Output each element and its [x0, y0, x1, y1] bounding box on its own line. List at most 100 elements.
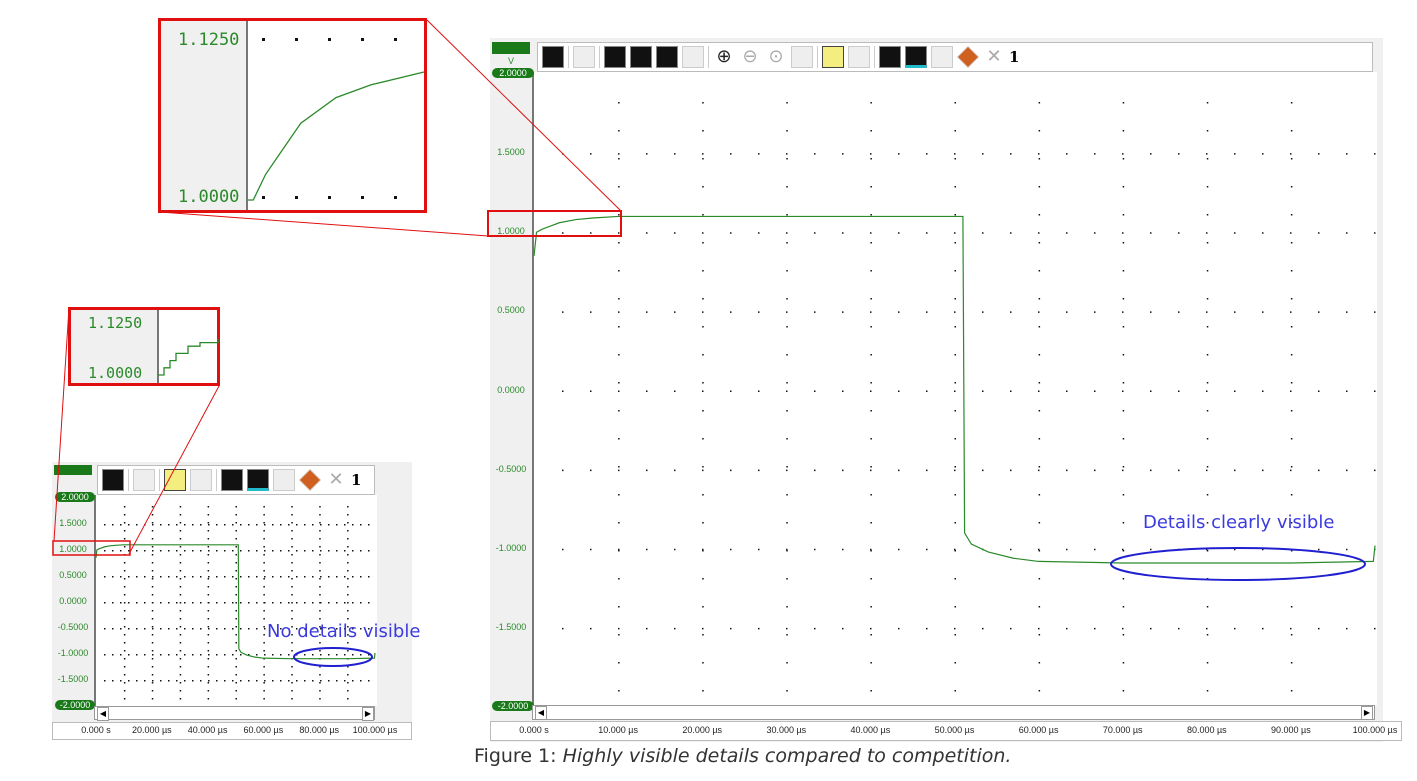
main-grid-dot	[590, 153, 592, 155]
inset-grid-dot	[394, 196, 397, 199]
zoom-in-icon[interactable]: ⊕	[716, 46, 732, 67]
small-grid-dot	[123, 666, 126, 668]
trigger-icon[interactable]	[102, 469, 124, 491]
main-grid-dot	[786, 298, 788, 300]
main-grid-dot	[870, 232, 872, 234]
small-scroll-left-arrow[interactable]: ◀	[97, 707, 109, 721]
hide-eye-icon[interactable]	[791, 46, 813, 68]
small-horizontal-scrollbar[interactable]	[94, 706, 375, 720]
resize-icon[interactable]	[273, 469, 295, 491]
small-grid-dot	[208, 550, 210, 552]
small-grid-dot	[280, 576, 282, 578]
horizontal-scrollbar[interactable]	[532, 705, 1375, 720]
channel-layout-icon[interactable]	[133, 469, 155, 491]
small-grid-dot	[235, 514, 237, 516]
small-grid-dot	[235, 506, 237, 508]
main-grid-dot	[786, 522, 788, 524]
small-toolbar: ✕ 1	[97, 465, 375, 495]
small-grid-dot	[347, 634, 349, 636]
note-icon[interactable]	[164, 469, 186, 491]
main-grid-dot	[618, 634, 620, 636]
small-grid-dot	[151, 634, 154, 636]
amplitude-icon[interactable]	[656, 46, 678, 68]
disabled-link-icon[interactable]	[190, 469, 212, 491]
main-grid-dot	[1122, 550, 1125, 552]
small-grid-dot	[272, 654, 274, 656]
small-grid-dot	[304, 680, 306, 682]
small-grid-dot	[280, 654, 282, 656]
small-grid-dot	[352, 550, 354, 552]
disabled-grid-icon[interactable]	[682, 46, 704, 68]
note-icon[interactable]	[822, 46, 844, 68]
small-grid-dot	[240, 602, 242, 604]
small-grid-dot	[176, 602, 178, 604]
small-grid-dot	[319, 602, 321, 604]
waveform-icon[interactable]	[905, 46, 927, 68]
small-grid-dot	[144, 628, 146, 630]
small-grid-dot	[336, 628, 338, 630]
scroll-left-arrow[interactable]: ◀	[535, 706, 547, 720]
trigger-icon[interactable]	[542, 46, 564, 68]
small-grid-dot	[136, 524, 138, 526]
small-scroll-right-arrow[interactable]: ▶	[362, 707, 374, 721]
main-y-tick-label: -1.0000	[495, 542, 527, 553]
small-grid-dot	[104, 550, 106, 552]
small-grid-dot	[179, 698, 182, 700]
rise-measure-icon[interactable]	[630, 46, 652, 68]
main-y-tick-label: -0.5000	[495, 463, 527, 474]
small-grid-dot	[320, 576, 322, 578]
close-icon[interactable]: ✕	[986, 46, 1002, 67]
main-highlight-box	[487, 210, 622, 237]
main-grid-dot	[1094, 390, 1096, 392]
resize-icon[interactable]	[931, 46, 953, 68]
close-icon[interactable]: ✕	[328, 469, 344, 490]
main-grid-dot	[786, 466, 788, 468]
main-grid-dot	[1374, 390, 1376, 392]
small-grid-dot	[207, 634, 210, 636]
channel-layout-icon[interactable]	[573, 46, 595, 68]
waveform-icon[interactable]	[247, 469, 269, 491]
main-grid-dot	[702, 298, 704, 300]
main-grid-dot	[870, 410, 872, 412]
small-grid-dot	[264, 524, 266, 526]
small-grid-dot	[216, 628, 218, 630]
zoom-fit-icon[interactable]: ⊙	[768, 46, 784, 67]
small-grid-dot	[207, 594, 210, 596]
small-grid-dot	[152, 628, 154, 630]
main-grid-dot	[786, 242, 788, 244]
small-grid-dot	[248, 602, 250, 604]
large-inset	[158, 18, 427, 213]
plot-area[interactable]	[532, 72, 1377, 705]
main-grid-dot	[674, 548, 676, 551]
main-grid-dot	[1038, 158, 1041, 160]
small-grid-dot	[176, 654, 178, 656]
table-icon[interactable]	[604, 46, 626, 68]
main-grid-dot	[1262, 153, 1264, 155]
small-grid-dot	[235, 586, 237, 588]
small-grid-dot	[263, 538, 265, 540]
small-grid-dot	[235, 570, 237, 572]
main-grid-dot	[1234, 153, 1236, 155]
main-grid-dot	[982, 390, 984, 392]
small-grid-dot	[112, 576, 114, 578]
scroll-right-arrow[interactable]: ▶	[1361, 706, 1373, 720]
toolbar-separator	[874, 46, 875, 68]
disabled-link-icon[interactable]	[848, 46, 870, 68]
small-x-tick-label: 40.000 µs	[187, 725, 228, 735]
small-grid-dot	[312, 524, 314, 526]
main-grid-dot	[842, 311, 844, 313]
channels-icon[interactable]	[879, 46, 901, 68]
main-grid-dot	[702, 382, 704, 384]
small-grid-dot	[347, 626, 349, 628]
small-grid-dot	[232, 680, 234, 682]
main-grid-dot	[702, 130, 704, 132]
small-grid-dot	[256, 524, 258, 526]
main-grid-dot	[702, 627, 704, 630]
main-grid-dot	[618, 130, 620, 132]
main-grid-dot	[1094, 232, 1096, 234]
main-grid-dot	[870, 634, 872, 636]
channels-icon[interactable]	[221, 469, 243, 491]
main-grid-dot	[758, 390, 760, 392]
main-grid-dot	[954, 494, 956, 496]
zoom-out-icon[interactable]: ⊖	[742, 46, 758, 67]
